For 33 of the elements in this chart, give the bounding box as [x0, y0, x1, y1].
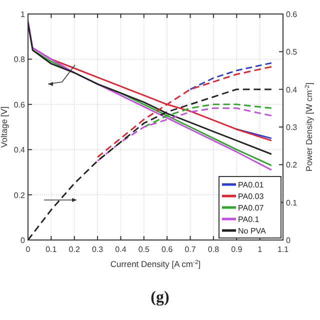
x-tick-label: 0.3 [92, 245, 104, 254]
legend-label: PA0.01 [238, 180, 264, 190]
x-tick-label: 0.4 [115, 245, 127, 254]
y-tick-label: 1 [20, 10, 26, 19]
x-tick-label: 0.6 [162, 245, 174, 254]
x-tick-label: 0.8 [208, 245, 220, 254]
y2-tick-label: 0 [286, 236, 291, 245]
y-tick-label: 0.2 [14, 190, 26, 200]
y2-tick-label: 0.1 [286, 198, 298, 208]
y2-tick-label: 0.5 [286, 48, 298, 57]
line-series [190, 62, 272, 90]
y2-tick-label: 0.3 [286, 123, 298, 132]
legend-label: PA0.03 [238, 192, 264, 201]
y-tick-label: 0.4 [14, 146, 26, 155]
x-tick-label: 0.2 [68, 245, 80, 254]
legend-label: No PVA [238, 226, 267, 236]
x-tick-label: 0.7 [184, 245, 196, 254]
x-axis-title: Current Density [A cm$^{-2}$] [110, 259, 201, 269]
legend-label: PA0.07 [238, 204, 264, 212]
y-tick-label: 0 [20, 236, 26, 245]
y-tick-label: 0.8 [14, 55, 26, 64]
y2-tick-label: 0.4 [286, 85, 298, 94]
x-tick-label: 1 [258, 245, 263, 254]
x-tick-label: 0.1 [46, 245, 58, 254]
x-tick-label: 1.1 [277, 245, 290, 254]
legend-label: PA0.1 [238, 215, 260, 224]
x-tick-label: 0.5 [138, 245, 150, 254]
y-tick-label: 0.6 [14, 100, 26, 110]
y2-tick-label: 0.6 [286, 10, 298, 19]
y-axis-title: Voltage [V] [0, 106, 9, 148]
text: (g) [150, 289, 170, 306]
y2-tick-label: 0.2 [286, 160, 298, 170]
x-tick-label: 0.9 [231, 245, 243, 254]
